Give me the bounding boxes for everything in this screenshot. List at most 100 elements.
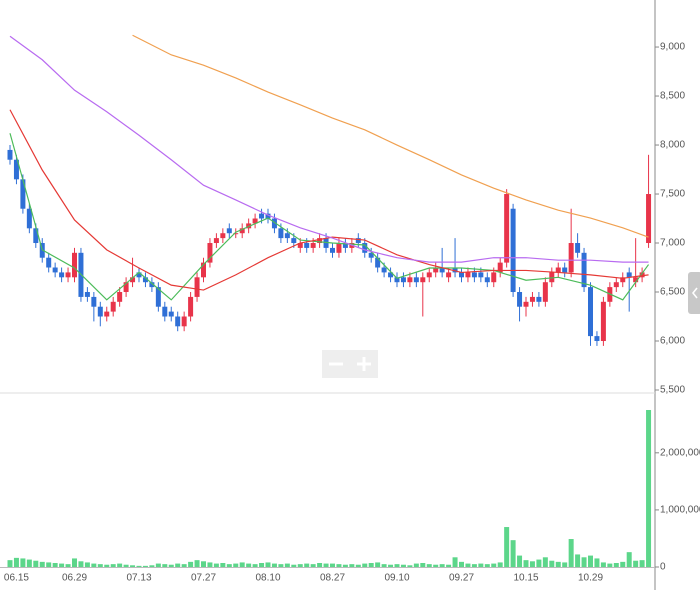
moving-average-line (9, 35, 649, 263)
volume-bar (265, 562, 271, 567)
volume-bar (529, 561, 535, 567)
volume-bar (381, 564, 387, 567)
candle-body (568, 243, 574, 273)
volume-bar (420, 563, 426, 567)
candle-body (523, 301, 529, 307)
volume-bar (104, 564, 110, 567)
candle-body (510, 208, 516, 293)
volume-bar (446, 564, 452, 567)
candle-body (13, 159, 19, 180)
candle-body (478, 272, 484, 278)
volume-bar (123, 564, 129, 567)
volume-bar (181, 564, 187, 567)
candle-body (342, 243, 348, 248)
candle-body (600, 301, 606, 342)
moving-average-line (132, 34, 649, 238)
volume-bar (278, 564, 284, 567)
volume-bar (639, 560, 645, 567)
side-tab[interactable] (688, 272, 700, 314)
candle-body (259, 213, 265, 219)
candle-body (626, 272, 632, 278)
volume-bar (375, 562, 381, 567)
candle-body (588, 287, 593, 337)
candle-body (459, 272, 464, 278)
candle-body (188, 296, 194, 317)
candle-body (446, 272, 452, 278)
candle-body (201, 262, 206, 278)
candle-body (130, 277, 136, 283)
volume-bar (213, 563, 219, 567)
candle-body (149, 282, 155, 288)
volume-bar (39, 561, 45, 567)
volume-bar (59, 563, 65, 567)
candle-body (220, 233, 226, 239)
candle-body (394, 277, 400, 283)
volume-bar (220, 563, 226, 567)
volume-bar (633, 560, 639, 567)
candle-body (613, 282, 619, 288)
volume-bar (439, 564, 445, 567)
candle-body (26, 208, 32, 229)
volume-bar (342, 564, 348, 567)
volume-bar (162, 564, 168, 567)
volume-bar (517, 555, 523, 567)
candle-body (65, 272, 71, 278)
candle-body (633, 277, 639, 283)
candle-body (594, 336, 600, 342)
y-tick-label: 6,000 (660, 336, 685, 347)
volume-bar (549, 560, 555, 567)
volume-bar (388, 564, 394, 567)
volume-bar (252, 564, 258, 567)
candle-body (239, 228, 245, 234)
candle-body (562, 267, 568, 273)
volume-bar (510, 540, 516, 567)
candle-body (317, 238, 323, 244)
candle-body (497, 262, 503, 273)
volume-bar (239, 562, 245, 567)
candle-body (517, 292, 523, 307)
volume-bar (484, 564, 490, 567)
volume-bar (259, 563, 265, 567)
candle-body (110, 301, 116, 312)
volume-bar (413, 563, 419, 567)
candle-body (646, 194, 652, 244)
volume-bar (7, 560, 13, 567)
volume-bar (523, 560, 529, 567)
candle-body (91, 296, 97, 307)
volume-bar (362, 563, 368, 567)
volume-bar (20, 558, 26, 567)
candle-body (504, 194, 510, 263)
candle-body (620, 277, 626, 283)
volume-bar (626, 552, 632, 567)
candle-body (84, 292, 90, 297)
x-tick-label: 09.10 (384, 573, 409, 584)
x-tick-label: 10.15 (513, 573, 538, 584)
volume-bar (607, 563, 613, 567)
volume-bar (542, 557, 548, 567)
y-tick-label: 1,000,000 (660, 505, 700, 516)
volume-bar (407, 565, 413, 567)
candle-body (355, 238, 361, 244)
volume-bar (426, 564, 432, 567)
volume-bar (536, 559, 542, 567)
volume-bar (33, 560, 39, 567)
volume-bar (575, 554, 581, 567)
candle-body (575, 243, 581, 253)
candle-body (542, 282, 548, 302)
volume-bar (65, 564, 71, 567)
candle-body (426, 272, 432, 278)
volume-bar (297, 564, 303, 567)
volume-bar (97, 564, 103, 567)
candle-body (362, 243, 368, 253)
volume-bar (72, 558, 77, 567)
candle-body (581, 252, 587, 288)
y-tick-label: 9,000 (660, 42, 685, 53)
y-tick-label: 8,500 (660, 91, 685, 102)
candle-body (407, 277, 413, 283)
volume-bar (600, 562, 606, 567)
volume-bar (284, 563, 290, 567)
volume-bar (246, 563, 252, 567)
candle-body (194, 277, 200, 297)
candle-body (400, 277, 406, 283)
